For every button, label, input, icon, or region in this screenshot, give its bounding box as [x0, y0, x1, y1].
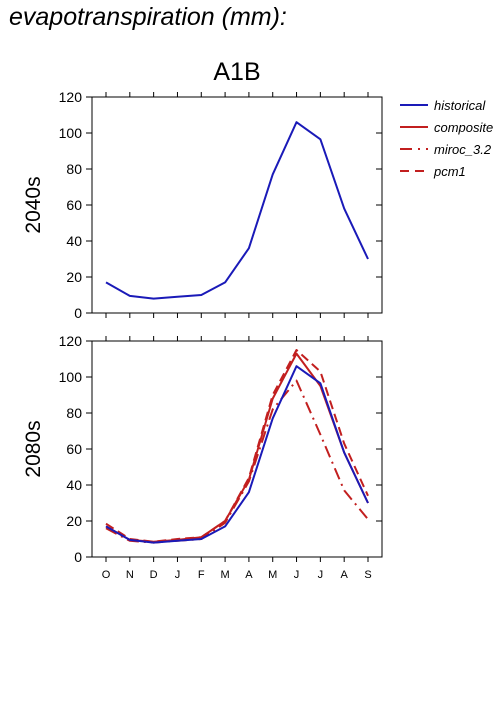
- plot-frame: [91, 340, 383, 558]
- plot-frame: [91, 96, 383, 314]
- scenario-title: A1B: [213, 58, 260, 86]
- x-tick-label: J: [294, 569, 300, 581]
- row-label: 2040s: [22, 176, 45, 233]
- row-label: 2080s: [22, 420, 45, 477]
- series-line-composite: [105, 352, 369, 543]
- y-tick-label: 80: [66, 405, 82, 421]
- y-tick-label: 60: [66, 197, 82, 213]
- y-tick-label: 40: [66, 233, 82, 249]
- legend-label-composite: composite: [434, 120, 493, 135]
- y-tick-label: 100: [59, 369, 83, 385]
- x-tick-label: J: [318, 569, 324, 581]
- series-line-historical: [105, 121, 369, 300]
- y-tick-label: 100: [59, 125, 83, 141]
- x-tick-label: S: [364, 569, 371, 581]
- legend-label-miroc_3.2: miroc_3.2: [434, 142, 492, 157]
- x-tick-label: M: [268, 569, 277, 581]
- x-tick-label: F: [198, 569, 205, 581]
- y-tick-label: 20: [66, 513, 82, 529]
- y-tick-label: 20: [66, 269, 82, 285]
- y-tick-label: 120: [59, 89, 83, 105]
- legend-label-historical: historical: [434, 98, 486, 113]
- x-tick-label: A: [341, 569, 349, 581]
- panel-2080s: 0 20 40 60 80 100 120 O N D J F M A M J J A S 2080s: [22, 333, 383, 581]
- panel-2040s: 0 20 40 60 80 100 120 2040s: [22, 89, 383, 321]
- x-tick-label: N: [126, 569, 134, 581]
- y-tick-label: 80: [66, 161, 82, 177]
- legend: historical composite miroc_3.2 pcm1: [400, 98, 493, 179]
- series-line-pcm1: [105, 349, 369, 543]
- series-line-historical: [105, 365, 369, 544]
- series-line-miroc_3.2: [105, 379, 369, 544]
- x-tick-label: D: [150, 569, 158, 581]
- y-tick-label: 40: [66, 477, 82, 493]
- y-tick-label: 0: [74, 305, 82, 321]
- figure-title: evapotranspiration (mm):: [9, 3, 287, 31]
- legend-label-pcm1: pcm1: [433, 164, 466, 179]
- x-tick-label: M: [221, 569, 230, 581]
- x-tick-label: J: [175, 569, 181, 581]
- y-tick-label: 0: [74, 549, 82, 565]
- y-tick-label: 120: [59, 333, 83, 349]
- y-tick-label: 60: [66, 441, 82, 457]
- x-tick-label: O: [102, 569, 111, 581]
- x-tick-label: A: [245, 569, 253, 581]
